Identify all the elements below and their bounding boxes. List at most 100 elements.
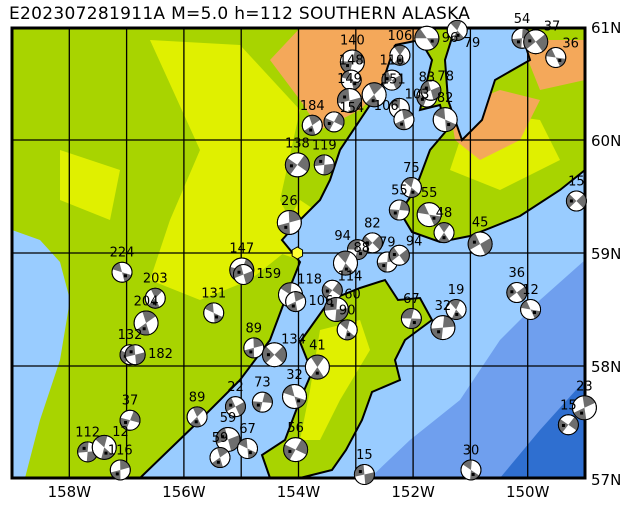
depth-label: 73 [254,376,271,391]
focal-mechanism[interactable] [506,282,528,304]
focal-mechanism[interactable] [111,261,133,283]
focal-mechanism[interactable] [261,342,287,368]
depth-label: 59 [212,431,229,446]
focal-mechanism[interactable] [336,87,362,113]
compression-quadrant [389,200,410,220]
prince-william-sound-water [445,28,530,140]
lat-label: 59N [591,245,621,263]
focal-mechanism[interactable] [119,409,141,431]
depth-label: 15 [568,175,585,190]
depth-label: 37 [544,19,561,34]
compression-quadrant [337,251,354,276]
beachball-outline [203,302,225,324]
beachball-outline [283,437,309,463]
beachball-outline [388,199,410,221]
focal-mechanism[interactable] [251,391,273,413]
depth-label: 116 [108,443,133,458]
p-axis-dot [129,350,133,354]
depth-label: 110 [379,54,404,69]
focal-mechanism[interactable] [571,395,597,421]
p-axis-dot [142,327,146,331]
focal-mechanism[interactable] [209,447,231,469]
focal-mechanism[interactable] [313,154,335,176]
focal-mechanism[interactable] [430,315,456,341]
focal-mechanism[interactable] [144,287,166,309]
focal-mechanism[interactable] [520,299,542,320]
focal-mechanism[interactable] [565,190,587,212]
focal-mechanism[interactable] [301,114,323,136]
focal-mechanism[interactable] [445,299,467,320]
focal-mechanism[interactable] [203,302,225,324]
compression-quadrant [286,291,305,312]
beachball-outline [209,447,231,469]
focal-mechanism[interactable] [283,437,309,463]
focal-mechanism[interactable] [389,44,411,66]
focal-mechanism[interactable] [446,19,468,41]
p-axis-dot [309,128,313,132]
focal-mechanism[interactable] [460,459,482,481]
compression-quadrant [120,410,141,430]
depth-label: 131 [201,286,226,301]
focal-mechanism[interactable] [545,47,567,69]
cook-inlet-gulf-water [140,40,585,478]
focal-mechanism[interactable] [361,82,387,108]
focal-mechanism[interactable] [467,231,493,257]
p-axis-dot [346,64,350,68]
focal-mechanism[interactable] [186,406,208,428]
depth-label: 56 [287,421,304,436]
depth-label: 32 [286,368,303,383]
focal-mechanism[interactable] [388,244,410,266]
focal-mechanism[interactable] [109,459,131,481]
beachball-outline [281,384,307,410]
focal-mechanism[interactable] [557,414,579,436]
focal-mechanism[interactable] [133,310,159,336]
focal-mechanism[interactable] [284,152,310,178]
lat-label: 58N [591,358,621,376]
p-axis-dot [533,311,537,315]
main-event[interactable] [291,246,304,260]
focal-mechanism[interactable] [353,463,375,485]
focal-mechanism[interactable] [393,109,415,131]
focal-mechanism[interactable] [232,263,254,285]
focal-mechanism[interactable] [237,437,259,459]
focal-mechanism[interactable] [224,396,246,418]
focal-mechanism[interactable] [285,291,307,313]
focal-mechanism[interactable] [388,199,410,221]
focal-mechanism[interactable] [400,176,422,198]
depth-label: 151 [381,73,406,88]
focal-mechanism[interactable] [323,297,349,322]
focal-mechanism[interactable] [420,79,442,101]
focal-mechanism[interactable] [523,29,549,55]
depth-label: 106 [388,29,413,44]
bristol-bay-water [12,230,70,478]
beachball-outline [361,82,387,108]
depth-label: 132 [118,328,143,343]
focal-mechanism[interactable] [433,222,455,244]
focal-mechanism[interactable] [323,111,345,133]
focal-mechanism[interactable] [91,434,117,460]
focal-mechanism[interactable] [304,354,330,380]
beachball-outline [232,263,254,285]
focal-mechanism[interactable] [416,202,442,228]
focal-mechanism[interactable] [400,308,422,330]
focal-mechanism[interactable] [276,209,302,235]
focal-mechanism[interactable] [336,319,358,341]
focal-mechanism[interactable] [432,107,458,133]
focal-mechanism[interactable] [414,25,440,51]
beachball-outline [111,261,133,283]
focal-mechanism[interactable] [381,69,403,91]
focal-mechanism[interactable] [281,384,307,410]
compression-quadrant [262,346,287,364]
compression-quadrant [573,395,596,420]
focal-mechanism[interactable] [339,49,365,75]
beachball-outline [336,87,362,113]
p-axis-dot [289,164,293,168]
depth-label: 154 [339,101,364,116]
focal-mechanism[interactable] [243,337,265,359]
focal-mechanism[interactable] [332,250,358,276]
depth-label: 147 [229,241,254,256]
depth-label: 112 [75,425,100,440]
compression-quadrant [339,319,355,340]
focal-mechanism[interactable] [340,69,362,91]
focal-mechanism[interactable] [124,344,146,366]
